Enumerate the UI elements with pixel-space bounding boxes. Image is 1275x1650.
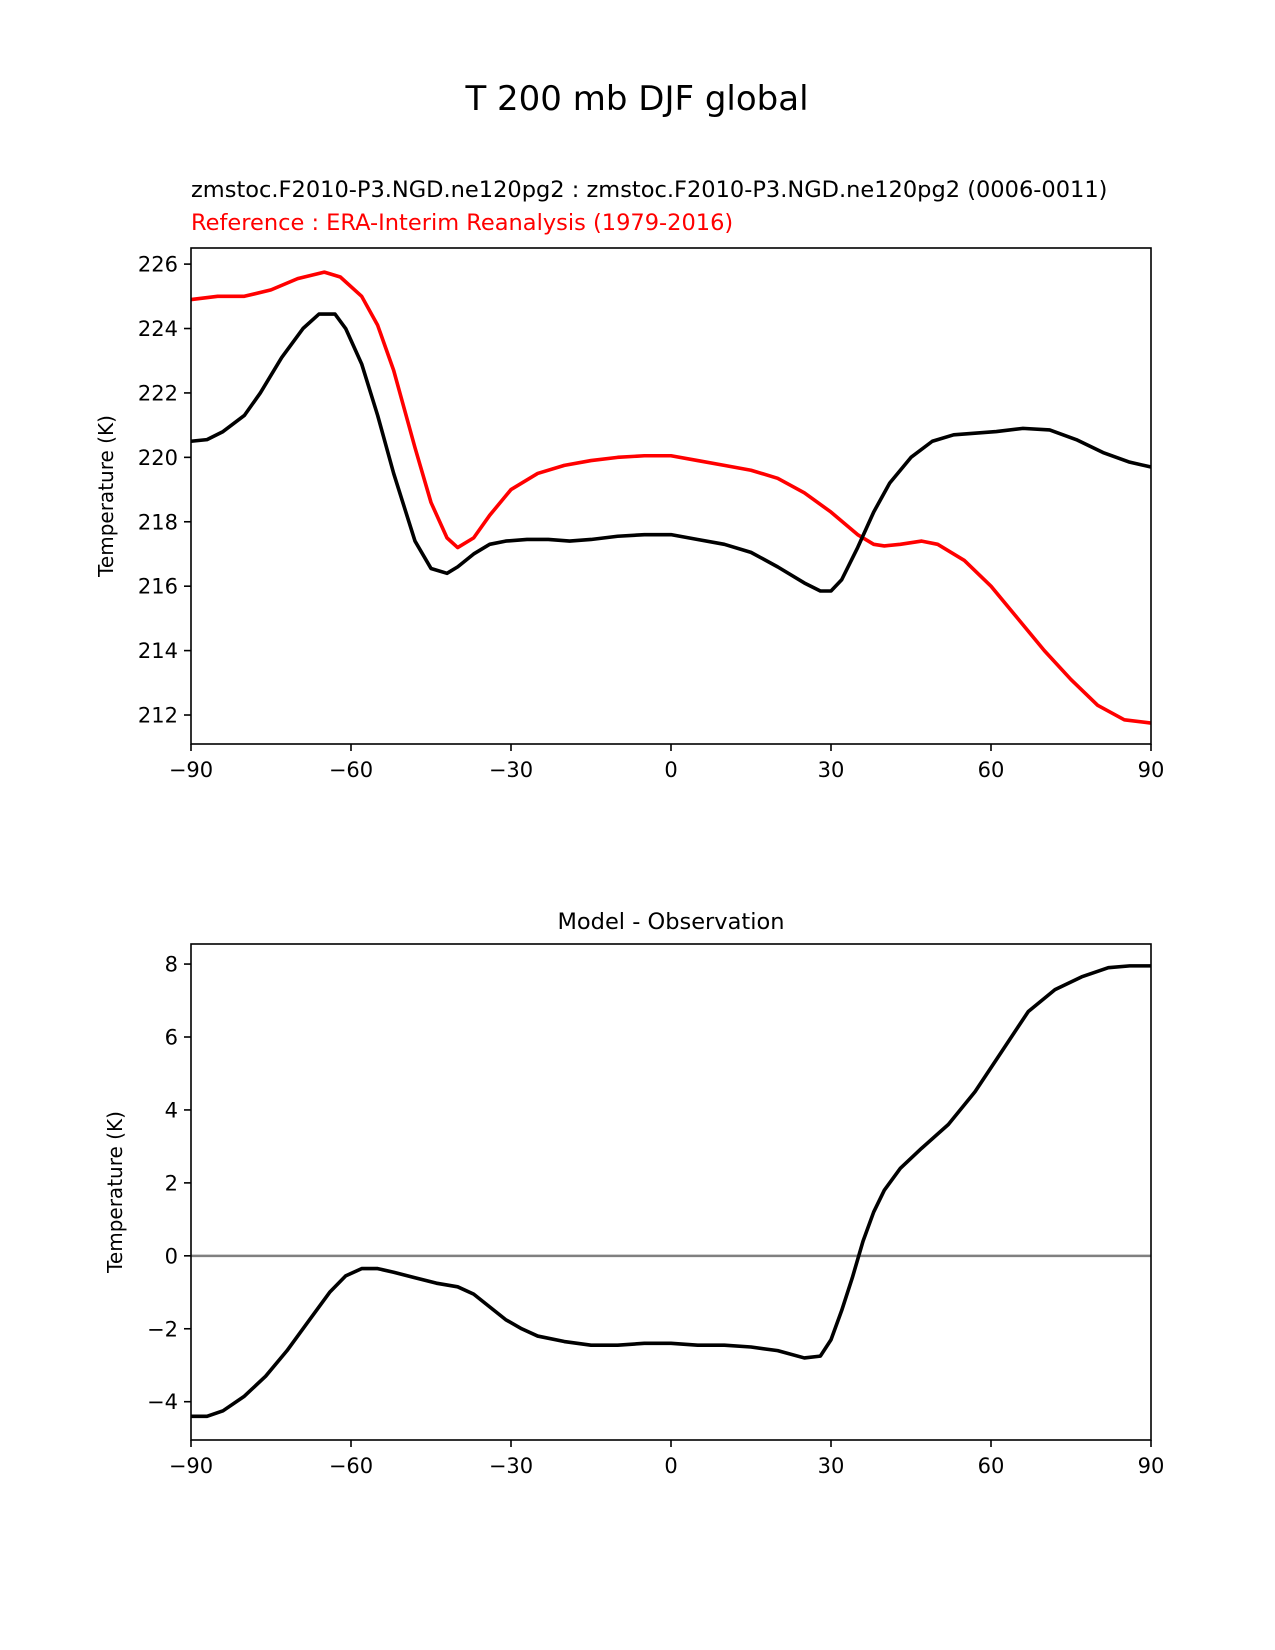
panel-bottom-ytick-label: −2: [147, 1317, 178, 1341]
panel-top-plot-area: −90 −60 −30 0 30 60 90 212 214 216 218 220 222 224 226…: [94, 247, 1165, 782]
panel-top-ytick-label: 226: [138, 253, 178, 277]
panel-top-xtick-label: 0: [664, 758, 677, 782]
panel-top-xtick-label: −30: [489, 758, 533, 782]
panel-bottom-xtick-label: −60: [329, 1454, 373, 1478]
panel-top-line-chart: zmstoc.F2010-P3.NGD.ne120pg2 : zmstoc.F2…: [94, 177, 1164, 782]
panel-bottom-ytick-label: 8: [165, 953, 178, 977]
panel-bottom-xtick-label: 60: [978, 1454, 1005, 1478]
panel-bottom-xtick-label: 0: [664, 1454, 677, 1478]
panel-top-ytick-label: 220: [138, 446, 178, 470]
panel-top-test-title: zmstoc.F2010-P3.NGD.ne120pg2 : zmstoc.F2…: [191, 177, 1107, 203]
panel-top-xtick-label: −60: [329, 758, 373, 782]
panel-bottom-plot-area: −90 −60 −30 0 30 60 90 −4 −2 0 2 4 6 8 Temperature (K): [103, 943, 1165, 1478]
panel-top-xtick-label: −90: [169, 758, 213, 782]
panel-top-series-line-0: [190, 270, 1152, 725]
panel-top-axes-frame: [190, 247, 1152, 745]
panel-top-ylabel: Temperature (K): [94, 415, 118, 578]
panel-top-series-line-1: [190, 312, 1152, 593]
panel-top-ytick-label: 214: [138, 639, 178, 663]
panel-bottom-title: Model - Observation: [558, 909, 785, 935]
panel-top-xtick-label: 30: [818, 758, 845, 782]
panel-top-ytick-label: 218: [138, 510, 178, 534]
panel-bottom-xtick-label: −30: [489, 1454, 533, 1478]
panel-bottom-ytick-label: 2: [165, 1171, 178, 1195]
panel-bottom-ytick-label: −4: [147, 1390, 178, 1414]
panel-bottom-ytick-label: 0: [165, 1244, 178, 1268]
panel-bottom-ytick-label: 4: [165, 1098, 178, 1122]
panel-bottom-ylabel: Temperature (K): [103, 1111, 127, 1274]
panel-bottom-axes-frame: [190, 943, 1152, 1441]
panel-bottom-xtick-label: 30: [818, 1454, 845, 1478]
panel-top-ytick-label: 224: [138, 317, 178, 341]
panel-bottom-difference-chart: Model - Observation −90 −60 −30 0 30 60 90−4−2…: [103, 909, 1164, 1478]
figure-suptitle: T 200 mb DJF global: [464, 79, 808, 119]
panel-bottom-ytick-label: 6: [165, 1026, 178, 1050]
panel-top-xtick-label: 90: [1138, 758, 1165, 782]
panel-bottom-xtick-label: −90: [169, 1454, 213, 1478]
panel-top-ytick-label: 216: [138, 575, 178, 599]
panel-bottom-xtick-label: 90: [1138, 1454, 1165, 1478]
panel-top-ytick-label: 212: [138, 704, 178, 728]
panel-top-reference-title: Reference : ERA-Interim Reanalysis (1979…: [191, 210, 733, 236]
panel-bottom-series-line-0: [191, 964, 1151, 1419]
panel-top-ytick-label: 222: [138, 381, 178, 405]
panel-top-xtick-label: 60: [978, 758, 1005, 782]
